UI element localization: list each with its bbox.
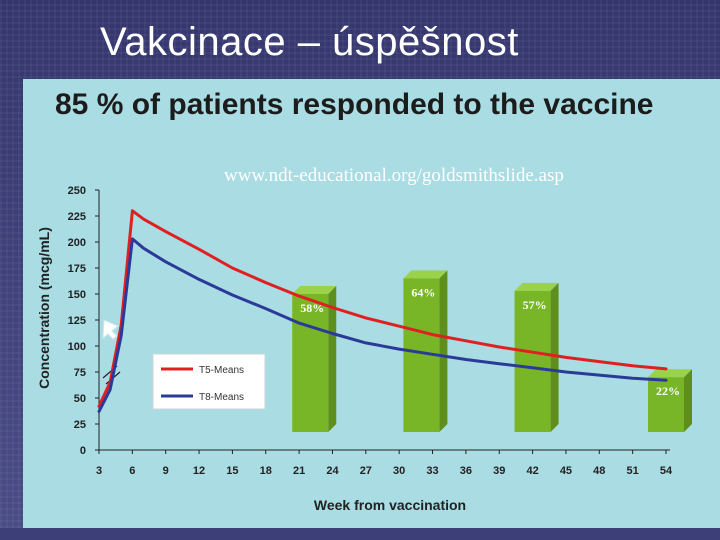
y-tick-label: 25	[74, 419, 86, 431]
y-tick-label: 75	[74, 367, 86, 379]
bottom-strip	[0, 528, 720, 540]
legend-label: T5-Means	[199, 365, 244, 376]
x-axis-label: Week from vaccination	[314, 497, 466, 513]
bar-side	[684, 369, 692, 432]
bar-top	[403, 270, 448, 279]
x-tick-label: 6	[129, 465, 135, 477]
bar-side	[439, 270, 448, 432]
x-tick-label: 24	[326, 465, 339, 477]
y-tick-label: 150	[68, 289, 86, 301]
x-tick-label: 51	[627, 465, 639, 477]
bar-side	[550, 282, 559, 432]
x-tick-label: 36	[460, 465, 472, 477]
bar-label: 58%	[300, 301, 324, 315]
x-tick-label: 48	[593, 465, 605, 477]
y-tick-label: 225	[68, 211, 86, 223]
y-axis-label: Concentration (mcg/mL)	[36, 227, 52, 389]
x-tick-label: 21	[293, 465, 305, 477]
x-tick-label: 54	[660, 465, 673, 477]
y-tick-label: 250	[68, 185, 86, 197]
series-line	[97, 209, 668, 408]
x-tick-label: 18	[260, 465, 272, 477]
slide-title: Vakcinace – úspěšnost	[100, 20, 519, 64]
bar	[514, 290, 551, 432]
y-tick-label: 50	[74, 393, 86, 405]
legend-label: T8-Means	[199, 392, 244, 403]
y-tick-label: 0	[80, 445, 86, 457]
x-tick-label: 12	[193, 465, 205, 477]
bar-top	[648, 369, 692, 378]
bar-top	[514, 282, 559, 291]
legend-box	[152, 353, 266, 410]
source-url: www.ndt-educational.org/goldsmithslide.a…	[224, 165, 564, 186]
y-tick-label: 200	[68, 237, 86, 249]
bar-label: 22%	[656, 384, 680, 398]
dose-arrow-icon	[102, 319, 119, 340]
x-tick-label: 42	[526, 465, 538, 477]
x-tick-label: 39	[493, 465, 505, 477]
x-tick-label: 3	[96, 465, 102, 477]
y-tick-label: 125	[68, 315, 86, 327]
series-line	[97, 237, 668, 413]
x-tick-label: 30	[393, 465, 405, 477]
chart-panel	[23, 79, 720, 530]
x-tick-label: 33	[426, 465, 438, 477]
chart-title: 85 % of patients responded to the vaccin…	[55, 88, 654, 121]
x-tick-label: 9	[163, 465, 169, 477]
bar-label: 64%	[411, 285, 435, 299]
bar	[292, 294, 329, 432]
x-tick-label: 45	[560, 465, 572, 477]
x-tick-label: 15	[226, 465, 238, 477]
bar-label: 57%	[523, 298, 547, 312]
y-tick-label: 100	[68, 341, 86, 353]
x-tick-label: 27	[360, 465, 372, 477]
y-tick-label: 175	[68, 263, 86, 275]
bar	[648, 377, 684, 432]
bar-side	[328, 286, 337, 432]
bar-top	[292, 286, 337, 294]
